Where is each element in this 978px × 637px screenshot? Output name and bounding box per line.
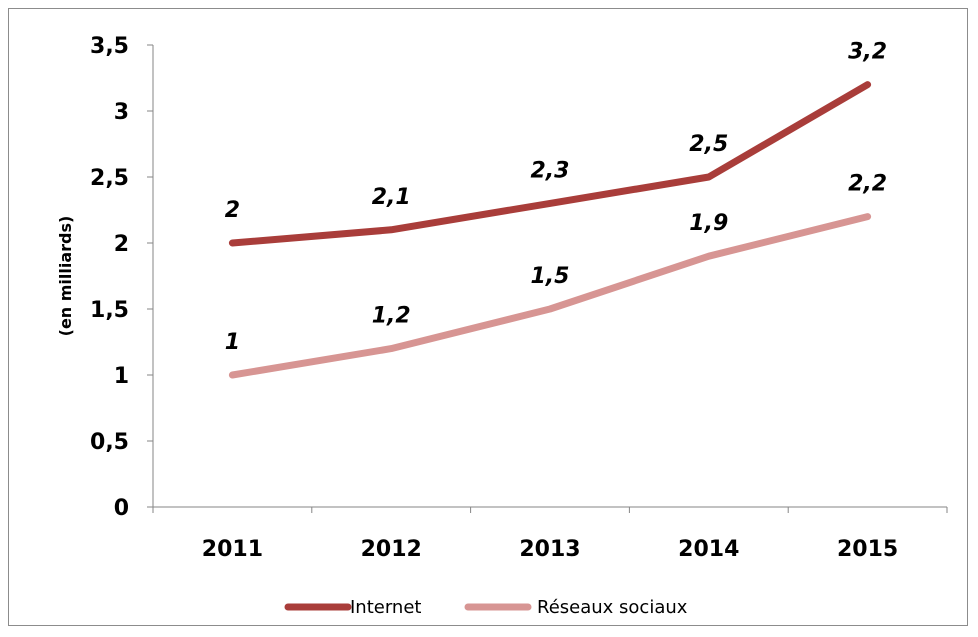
- data-label: 2,5: [689, 132, 728, 157]
- data-label: 2,1: [372, 185, 411, 210]
- y-tick-label: 2: [114, 232, 129, 257]
- data-label: 1: [225, 330, 240, 355]
- y-ticks: 0 0,5 1 1,5 2 2,5 3 3,5: [90, 34, 153, 521]
- legend-label-reseaux-sociaux: Réseaux sociaux: [537, 597, 688, 618]
- series-lines: [228, 81, 872, 379]
- data-labels: 2 2,1 2,3 2,5 3,2 1 1,2 1,5 1,9 2,2: [225, 40, 887, 355]
- data-label: 1,9: [689, 211, 728, 236]
- series-line-internet: [228, 81, 872, 247]
- y-tick-label: 3: [114, 100, 129, 125]
- chart-frame: [8, 8, 968, 626]
- y-tick-label: 1: [114, 364, 129, 389]
- x-tick-label: 2014: [678, 537, 739, 562]
- x-ticks: 2011 2012 2013 2014 2015: [152, 507, 948, 562]
- data-label: 2,3: [531, 158, 570, 183]
- data-label: 1,5: [531, 264, 570, 289]
- y-tick-label: 1,5: [90, 298, 129, 323]
- y-tick-label: 2,5: [90, 166, 129, 191]
- y-tick-label: 0,5: [90, 430, 129, 455]
- y-tick-label: 3,5: [90, 34, 129, 59]
- data-label: 3,2: [848, 40, 887, 65]
- x-tick-label: 2013: [519, 537, 580, 562]
- legend-label-internet: Internet: [350, 597, 421, 618]
- y-axis-label: (en milliards): [56, 216, 75, 337]
- data-label: 1,2: [372, 304, 411, 329]
- legend: Internet Réseaux sociaux: [284, 597, 688, 618]
- y-tick-label: 0: [114, 496, 129, 521]
- data-label: 2: [225, 198, 240, 223]
- data-label: 2,2: [848, 172, 887, 197]
- x-tick-label: 2011: [202, 537, 263, 562]
- axes: [152, 45, 947, 508]
- series-line-reseaux-sociaux: [228, 213, 872, 379]
- x-tick-label: 2015: [837, 537, 898, 562]
- x-tick-label: 2012: [361, 537, 422, 562]
